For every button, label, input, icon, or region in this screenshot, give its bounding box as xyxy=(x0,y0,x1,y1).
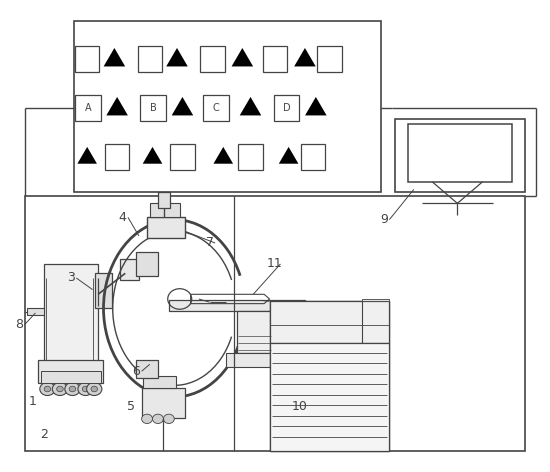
Bar xyxy=(150,203,180,217)
Polygon shape xyxy=(279,147,299,164)
Text: 4: 4 xyxy=(119,211,126,224)
Bar xyxy=(200,46,224,72)
Bar xyxy=(237,311,272,353)
Polygon shape xyxy=(240,97,261,116)
Text: 1: 1 xyxy=(29,395,37,408)
Bar xyxy=(41,371,101,383)
Bar xyxy=(25,196,525,451)
Bar xyxy=(28,308,43,315)
Bar xyxy=(120,259,139,280)
Bar xyxy=(395,119,525,192)
Circle shape xyxy=(163,414,174,423)
Circle shape xyxy=(82,386,89,392)
Text: 3: 3 xyxy=(67,271,75,285)
Bar xyxy=(138,46,162,72)
Text: 10: 10 xyxy=(292,400,307,413)
Circle shape xyxy=(91,386,97,392)
Polygon shape xyxy=(213,147,233,164)
Circle shape xyxy=(69,386,76,392)
Polygon shape xyxy=(78,147,97,164)
Circle shape xyxy=(141,414,152,423)
Circle shape xyxy=(65,382,80,396)
Bar xyxy=(75,46,100,72)
Bar xyxy=(263,46,287,72)
Bar xyxy=(362,299,389,301)
Polygon shape xyxy=(305,97,327,116)
Circle shape xyxy=(152,414,163,423)
Polygon shape xyxy=(142,147,162,164)
Bar xyxy=(105,144,129,169)
Text: B: B xyxy=(150,103,157,113)
Circle shape xyxy=(57,386,63,392)
Text: D: D xyxy=(283,103,290,113)
Bar xyxy=(169,300,305,311)
Circle shape xyxy=(78,382,93,396)
Polygon shape xyxy=(294,48,316,67)
Circle shape xyxy=(40,382,55,396)
Bar xyxy=(270,301,389,451)
Polygon shape xyxy=(172,97,193,116)
Circle shape xyxy=(52,382,68,396)
Bar xyxy=(38,360,103,383)
Bar xyxy=(301,144,326,169)
Text: 5: 5 xyxy=(126,400,135,413)
Bar xyxy=(158,192,170,208)
Bar xyxy=(140,95,166,120)
Text: 9: 9 xyxy=(380,213,388,226)
Bar xyxy=(43,264,98,362)
Text: 2: 2 xyxy=(40,428,47,441)
Bar xyxy=(136,253,158,276)
Bar xyxy=(203,95,229,120)
Bar xyxy=(317,46,342,72)
Bar xyxy=(75,95,101,120)
Text: A: A xyxy=(85,103,91,113)
Bar xyxy=(170,144,195,169)
Bar xyxy=(409,124,512,182)
Bar xyxy=(274,95,299,120)
Bar xyxy=(226,353,280,367)
Circle shape xyxy=(86,382,102,396)
Text: 7: 7 xyxy=(206,236,213,250)
Bar xyxy=(143,376,176,388)
Polygon shape xyxy=(232,48,253,67)
Bar xyxy=(147,217,185,238)
Bar xyxy=(141,388,185,418)
Text: C: C xyxy=(212,103,219,113)
Bar xyxy=(238,144,263,169)
Polygon shape xyxy=(106,97,128,116)
Polygon shape xyxy=(166,48,188,67)
Text: 11: 11 xyxy=(267,258,283,270)
Text: 6: 6 xyxy=(132,365,140,378)
Bar xyxy=(270,343,389,451)
Bar xyxy=(74,21,381,192)
Text: 8: 8 xyxy=(15,318,23,331)
Bar xyxy=(270,301,389,343)
Circle shape xyxy=(44,386,51,392)
Polygon shape xyxy=(103,48,125,67)
Bar xyxy=(95,273,112,308)
Bar xyxy=(136,360,158,378)
